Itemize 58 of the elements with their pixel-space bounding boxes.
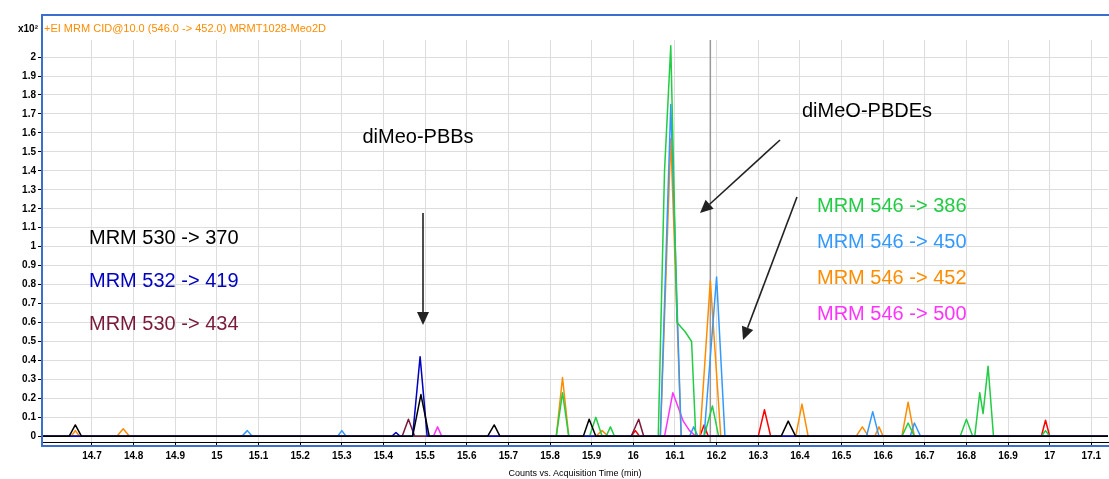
y-tick-label: 0.7 xyxy=(22,297,37,309)
text: MRM 546 -> 386 xyxy=(817,193,967,216)
x-tick-label: 17 xyxy=(1044,449,1056,461)
annotation: diMeo-PBBs xyxy=(362,124,474,147)
y-tick-label: 1.7 xyxy=(22,107,37,119)
y-axis-title: x10² xyxy=(17,22,39,34)
x-tick-label: 16.1 xyxy=(665,449,686,461)
y-tick-label: 1.3 xyxy=(22,183,37,195)
y-tick-label: 0.3 xyxy=(22,373,37,385)
y-tick-label: 0.6 xyxy=(22,316,37,328)
y-tick-label: 0.5 xyxy=(22,335,37,347)
x-tick-label: 15.3 xyxy=(332,449,352,461)
x-tick-label: 15.7 xyxy=(498,449,519,461)
text: MRM 546 -> 500 xyxy=(817,301,967,324)
x-tick-label: 14.8 xyxy=(123,449,144,461)
x-tick-label: 16.3 xyxy=(748,449,769,461)
x-tick-label: 16.6 xyxy=(873,449,894,461)
x-tick-label: 15.9 xyxy=(581,449,602,461)
x-tick-label: 16.2 xyxy=(706,449,727,461)
x-tick-label: 16.5 xyxy=(831,449,852,461)
x-tick-label: 15.2 xyxy=(290,449,311,461)
y-tick-label: 0.4 xyxy=(22,354,37,366)
y-tick-label: 0.8 xyxy=(22,278,37,290)
y-tick-label: 0 xyxy=(30,430,37,442)
y-tick-label: 1.2 xyxy=(22,202,37,214)
y-tick-label: 1.8 xyxy=(22,88,37,100)
x-tick-label: 15.5 xyxy=(415,449,436,461)
x-tick-label: 16 xyxy=(627,449,640,461)
x-tick-label: 14.7 xyxy=(82,449,103,461)
y-tick-label: 0.2 xyxy=(22,392,37,404)
y-tick-label: 1.1 xyxy=(22,221,37,233)
x-tick-label: 15 xyxy=(211,449,223,461)
x-tick-label: 16.9 xyxy=(998,449,1019,461)
y-tick-label: 1.5 xyxy=(22,145,37,157)
x-tick-label: 14.9 xyxy=(165,449,186,461)
text: MRM 530 -> 434 xyxy=(89,311,239,334)
text: MRM 532 -> 419 xyxy=(89,268,239,291)
x-tick-label: 16.4 xyxy=(790,449,811,461)
y-tick-label: 2 xyxy=(30,50,37,62)
x-tick-label: 17.1 xyxy=(1081,449,1102,461)
y-tick-label: 1.9 xyxy=(22,69,37,81)
x-tick-label: 15.6 xyxy=(457,449,477,461)
y-tick-label: 0.9 xyxy=(22,259,37,271)
text: MRM 546 -> 452 xyxy=(817,265,967,288)
x-tick-label: 15.8 xyxy=(540,449,561,461)
y-tick-label: 0.1 xyxy=(22,411,37,423)
text: MRM 530 -> 370 xyxy=(89,225,239,248)
x-tick-label: 16.7 xyxy=(915,449,935,461)
chart-title: +EI MRM CID@10.0 (546.0 -> 452.0) MRMT1028-Meo2D xyxy=(44,22,327,35)
x-tick-label: 16.8 xyxy=(956,449,977,461)
text: MRM 546 -> 450 xyxy=(817,229,967,252)
x-tick-label: 15.4 xyxy=(373,449,394,461)
annotation: diMeO-PBDEs xyxy=(801,98,933,121)
x-axis-title: Counts vs. Acquisition Time (min) xyxy=(508,468,642,479)
y-tick-label: 1 xyxy=(30,240,37,252)
y-tick-label: 1.6 xyxy=(22,126,37,138)
y-tick-label: 1.4 xyxy=(22,164,37,176)
x-tick-label: 15.1 xyxy=(248,449,269,461)
